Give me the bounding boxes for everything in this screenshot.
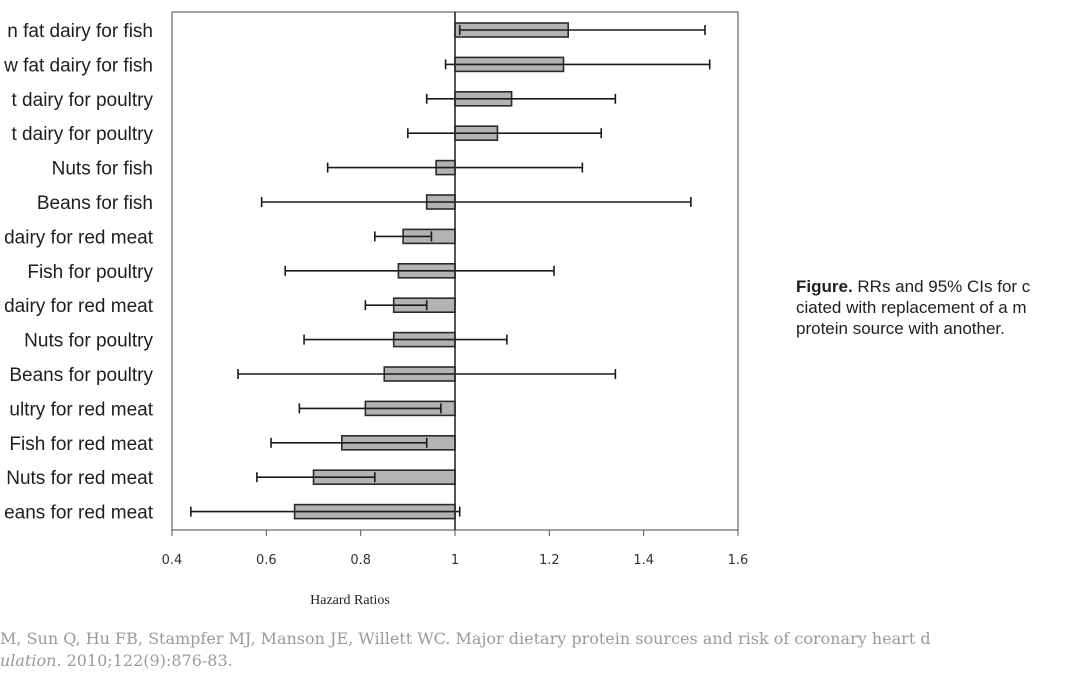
category-label: Beans for fish xyxy=(37,193,153,214)
category-label: t dairy for poultry xyxy=(12,124,154,145)
citation-line-1: M, Sun Q, Hu FB, Stampfer MJ, Manson JE,… xyxy=(0,629,931,648)
bars-layer xyxy=(190,12,711,530)
caption-line-3: protein source with another. xyxy=(796,319,1005,338)
category-label: eans for red meat xyxy=(4,503,154,524)
category-label: t dairy for poultry xyxy=(12,90,154,111)
category-label: dairy for red meat xyxy=(4,296,154,317)
category-label: Nuts for poultry xyxy=(24,331,153,352)
category-label: ultry for red meat xyxy=(9,399,153,420)
x-axis: 0.4 0.6 0.8 1 1.2 1.4 1.6 xyxy=(162,530,749,568)
category-label: w fat dairy for fish xyxy=(3,55,153,76)
x-tick-label: 0.8 xyxy=(350,553,371,568)
category-label: Nuts for fish xyxy=(52,159,153,180)
x-tick-label: 1.4 xyxy=(633,553,654,568)
x-tick-label: 0.4 xyxy=(162,553,183,568)
x-tick-label: 1 xyxy=(451,553,459,568)
citation-line-2: . 2010;122(9):876-83. xyxy=(56,651,233,670)
category-label: dairy for red meat xyxy=(4,227,154,248)
caption-line-2: ciated with replacement of a m xyxy=(796,298,1027,317)
category-label: Nuts for red meat xyxy=(6,468,153,489)
category-labels: n fat dairy for fish w fat dairy for fish… xyxy=(3,21,154,524)
citation: M, Sun Q, Hu FB, Stampfer MJ, Manson JE,… xyxy=(0,628,1080,672)
caption-figure-label: Figure. xyxy=(796,277,853,296)
figure-caption: Figure. RRs and 95% CIs for c ciated wit… xyxy=(796,276,1080,339)
citation-journal: ulation xyxy=(0,651,57,670)
x-tick-label: 1.2 xyxy=(539,553,560,568)
category-label: n fat dairy for fish xyxy=(7,21,153,42)
category-label: Fish for poultry xyxy=(27,262,153,283)
x-tick-label: 1.6 xyxy=(728,553,749,568)
x-axis-title: Hazard Ratios xyxy=(310,593,390,608)
category-label: Beans for poultry xyxy=(9,365,153,386)
caption-line-1: RRs and 95% CIs for c xyxy=(852,277,1031,296)
category-label: Fish for red meat xyxy=(9,434,153,455)
x-tick-label: 0.6 xyxy=(256,553,277,568)
